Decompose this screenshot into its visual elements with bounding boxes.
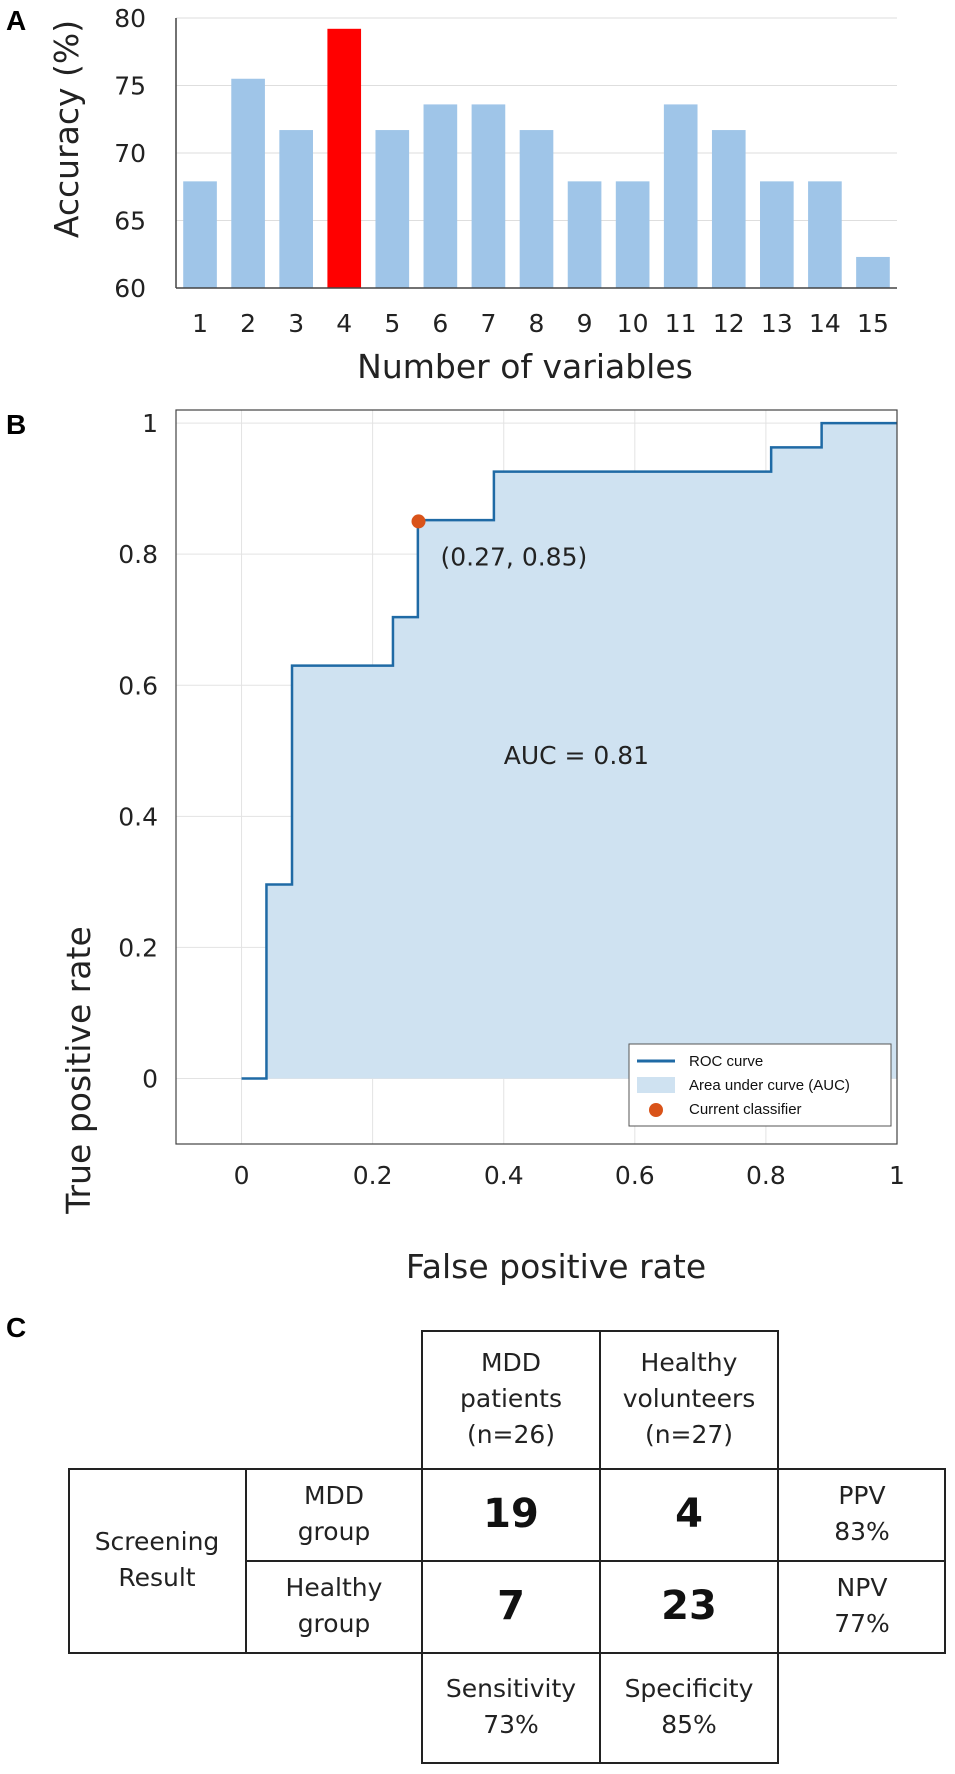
x-tick-label: 0.8 [746, 1161, 786, 1190]
row-label-mdd-group: MDD group [297, 1480, 371, 1546]
x-tick-label: 10 [617, 309, 649, 338]
table-line [599, 1330, 601, 1764]
bar [567, 181, 602, 288]
x-tick-label: 13 [761, 309, 793, 338]
row-label-healthy-group: Healthy group [285, 1572, 383, 1638]
x-tick-label: 15 [857, 309, 889, 338]
x-tick-label: 12 [713, 309, 745, 338]
roc-curve-line [241, 421, 897, 1080]
y-tick-label: 80 [114, 4, 146, 33]
current-classifier-point [411, 514, 426, 529]
table-line [68, 1468, 946, 1470]
x-tick-label: 2 [240, 309, 256, 338]
bar [423, 104, 458, 289]
panel-label-c: C [6, 1312, 27, 1343]
bar [375, 130, 410, 288]
table-line [777, 1330, 779, 1764]
x-axis-title: False positive rate [406, 1247, 706, 1286]
specificity-cell: Specificity 85% [624, 1673, 754, 1739]
bar [231, 78, 265, 288]
current-classifier-label: (0.27, 0.85) [441, 542, 588, 571]
table-line [944, 1468, 946, 1654]
x-tick-label: 1 [192, 309, 208, 338]
x-tick-label: 6 [432, 309, 448, 338]
bar [808, 181, 842, 288]
plot-frame [175, 409, 898, 1145]
npv-cell: NPV 77% [834, 1572, 890, 1638]
y-axis-title: Accuracy (%) [47, 20, 86, 238]
col-header-mdd: MDD patients (n=26) [460, 1347, 562, 1450]
x-tick-label: 4 [336, 309, 352, 338]
y-tick-label: 0.6 [118, 671, 158, 700]
table-line [68, 1468, 70, 1654]
bar [183, 181, 217, 288]
x-tick-label: 5 [384, 309, 400, 338]
bar [327, 28, 362, 289]
bar [663, 104, 698, 289]
x-tick-label: 0 [234, 1161, 250, 1190]
y-tick-label: 0.2 [118, 933, 158, 962]
bar [615, 181, 650, 288]
y-tick-label: 70 [114, 139, 146, 168]
legend-auc: Area under curve (AUC) [689, 1077, 850, 1094]
x-tick-label: 0.2 [353, 1161, 393, 1190]
sensitivity-cell: Sensitivity 73% [445, 1673, 577, 1739]
legend-roc-curve: ROC curve [689, 1053, 763, 1070]
x-tick-label: 14 [809, 309, 841, 338]
bar [279, 130, 313, 288]
ppv-cell: PPV 83% [834, 1480, 890, 1546]
x-axis-title: Number of variables [357, 347, 693, 386]
x-tick-label: 11 [665, 309, 697, 338]
row-group-label: Screening Result [94, 1526, 220, 1592]
x-tick-label: 0.6 [615, 1161, 655, 1190]
table-line [245, 1468, 247, 1654]
legend: ROC curve Area under curve (AUC) Current… [628, 1043, 892, 1127]
y-tick-label: 75 [114, 72, 146, 101]
y-tick-label: 0.4 [118, 802, 158, 831]
y-tick-label: 0.8 [118, 540, 158, 569]
table-line [421, 1330, 423, 1764]
cell-false-negative: 7 [497, 1583, 525, 1629]
y-tick-label: 60 [114, 274, 146, 303]
cell-true-positive: 19 [483, 1491, 539, 1537]
panel-label-b: B [6, 409, 26, 440]
x-tick-label: 7 [480, 309, 496, 338]
table-line [246, 1560, 946, 1562]
cell-false-positive: 4 [675, 1491, 703, 1537]
auc-area [241, 423, 897, 1079]
legend-current-classifier: Current classifier [689, 1101, 802, 1118]
panel-label-a: A [6, 5, 26, 36]
auc-label: AUC = 0.81 [504, 741, 649, 770]
y-tick-label: 1 [142, 409, 158, 438]
x-tick-label: 8 [529, 309, 545, 338]
bar [856, 256, 890, 288]
y-axis-title: True positive rate [59, 926, 98, 1215]
table-line [68, 1652, 946, 1654]
bar [471, 104, 506, 289]
cell-true-negative: 23 [661, 1583, 717, 1629]
x-tick-label: 1 [889, 1161, 905, 1190]
bar [760, 181, 794, 288]
bar [519, 130, 554, 288]
bar [711, 130, 746, 288]
roc-chart: B (0.27, 0.85) AUC = 0.81 0 0.2 0.4 0.6 0.8 1… [6, 409, 905, 1286]
x-tick-label: 0.4 [484, 1161, 524, 1190]
x-tick-label: 3 [288, 309, 304, 338]
x-tick-label: 9 [577, 309, 593, 338]
y-tick-label: 0 [142, 1064, 158, 1093]
y-tick-label: 65 [114, 207, 146, 236]
col-header-healthy: Healthy volunteers (n=27) [622, 1347, 756, 1450]
